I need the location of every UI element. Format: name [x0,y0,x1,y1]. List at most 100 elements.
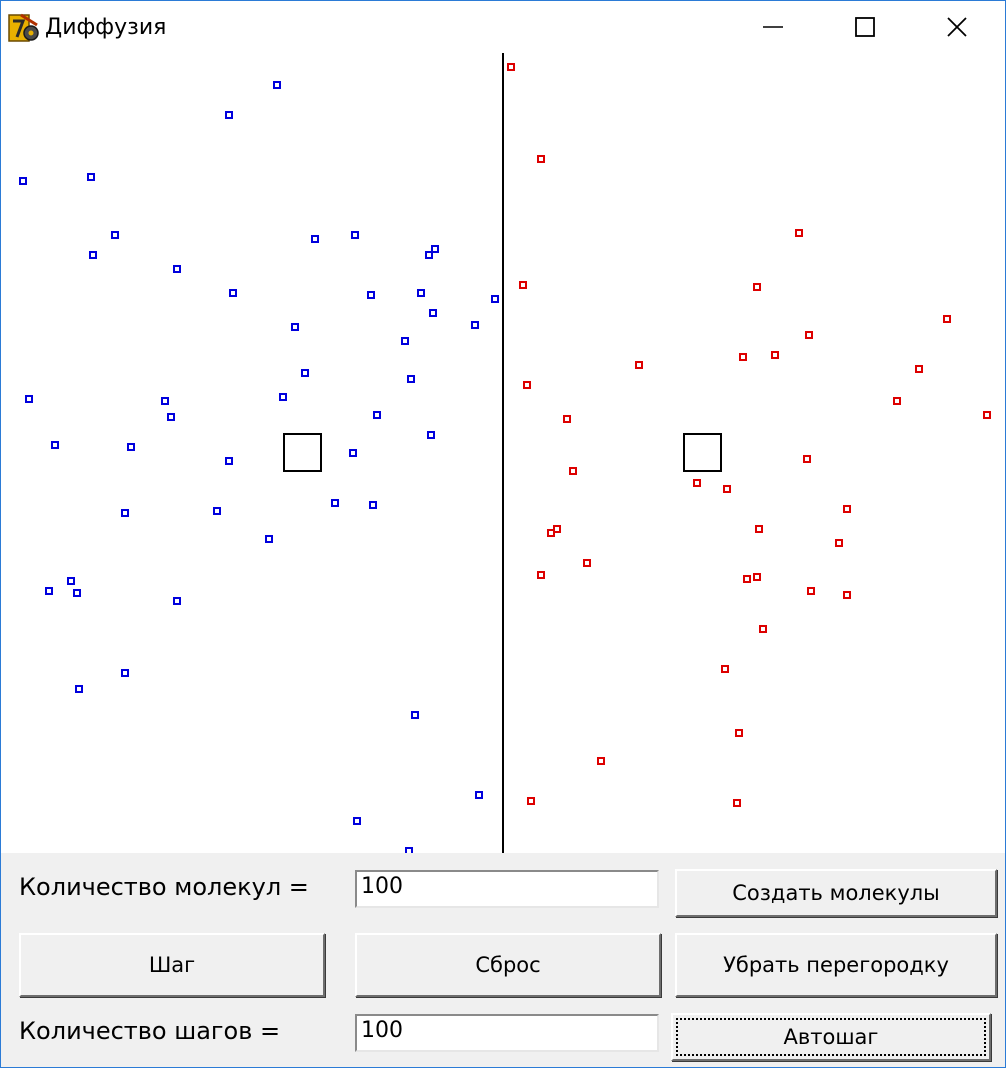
blue-molecule [411,711,419,719]
simulation-canvas [1,53,1005,853]
red-molecule [553,525,561,533]
red-molecule [597,757,605,765]
blue-molecule [491,295,499,303]
blue-molecule [369,501,377,509]
app-gear-icon [8,13,39,42]
blue-molecule [265,535,273,543]
red-molecule [507,63,515,71]
red-molecule [805,331,813,339]
molecule-count-field[interactable]: 100 [355,870,659,908]
blue-molecule [331,499,339,507]
red-molecule [753,283,761,291]
step-count-label: Количество шагов = [19,1017,281,1045]
red-molecule [563,415,571,423]
control-panel: Количество молекул = 100 Создать молекул… [1,853,1005,1067]
simulation-drawing [19,53,991,853]
reset-button[interactable]: Сброс [355,933,661,997]
red-molecule [835,539,843,547]
blue-molecule [87,173,95,181]
blue-molecule [351,231,359,239]
red-molecule [537,571,545,579]
red-molecule [693,479,701,487]
blue-molecule [225,457,233,465]
blue-molecule [111,231,119,239]
blue-molecule [73,589,81,597]
blue-molecule [89,251,97,259]
blue-molecule [279,393,287,401]
red-molecule [843,591,851,599]
blue-molecule [273,81,281,89]
blue-molecule [429,309,437,317]
title-bar[interactable]: Диффузия [1,1,1005,53]
left-chamber-marker [283,433,322,472]
blue-molecule [225,111,233,119]
red-molecule [733,799,741,807]
blue-molecule [311,235,319,243]
blue-molecule [51,441,59,449]
red-molecule [735,729,743,737]
blue-molecule [301,369,309,377]
red-molecule [759,625,767,633]
blue-molecule [161,397,169,405]
blue-molecule [349,449,357,457]
window-title: Диффузия [45,15,167,40]
left-molecules [19,81,499,853]
step-count-field[interactable]: 100 [355,1014,659,1052]
create-molecules-button[interactable]: Создать молекулы [675,869,997,917]
blue-molecule [25,395,33,403]
right-molecules [507,63,991,807]
blue-molecule [425,251,433,259]
red-molecule [893,397,901,405]
blue-molecule [373,411,381,419]
blue-molecule [401,337,409,345]
blue-molecule [431,245,439,253]
blue-molecule [229,289,237,297]
red-molecule [755,525,763,533]
red-molecule [739,353,747,361]
blue-molecule [475,791,483,799]
blue-molecule [121,669,129,677]
red-molecule [527,797,535,805]
minimize-button[interactable] [727,1,819,53]
close-icon [947,17,967,37]
blue-molecule [353,817,361,825]
blue-molecule [417,289,425,297]
blue-molecule [127,443,135,451]
close-button[interactable] [911,1,1003,53]
blue-molecule [407,375,415,383]
red-molecule [843,505,851,513]
right-chamber-marker [683,433,722,472]
molecule-count-label: Количество молекул = [19,873,309,901]
blue-molecule [471,321,479,329]
red-molecule [583,559,591,567]
red-molecule [635,361,643,369]
blue-molecule [173,265,181,273]
blue-molecule [173,597,181,605]
remove-partition-button[interactable]: Убрать перегородку [675,933,997,997]
blue-molecule [67,577,75,585]
blue-molecule [213,507,221,515]
red-molecule [523,381,531,389]
red-molecule [771,351,779,359]
blue-molecule [167,413,175,421]
red-molecule [721,665,729,673]
red-molecule [807,587,815,595]
blue-molecule [45,587,53,595]
blue-molecule [291,323,299,331]
blue-molecule [405,847,413,853]
red-molecule [723,485,731,493]
blue-molecule [121,509,129,517]
red-molecule [753,573,761,581]
autostep-button[interactable]: Автошаг [671,1013,991,1061]
blue-molecule [75,685,83,693]
red-molecule [569,467,577,475]
blue-molecule [367,291,375,299]
maximize-icon [855,17,875,37]
step-button[interactable]: Шаг [19,933,325,997]
red-molecule [983,411,991,419]
minimize-icon [763,26,783,28]
red-molecule [803,455,811,463]
maximize-button[interactable] [819,1,911,53]
red-molecule [915,365,923,373]
